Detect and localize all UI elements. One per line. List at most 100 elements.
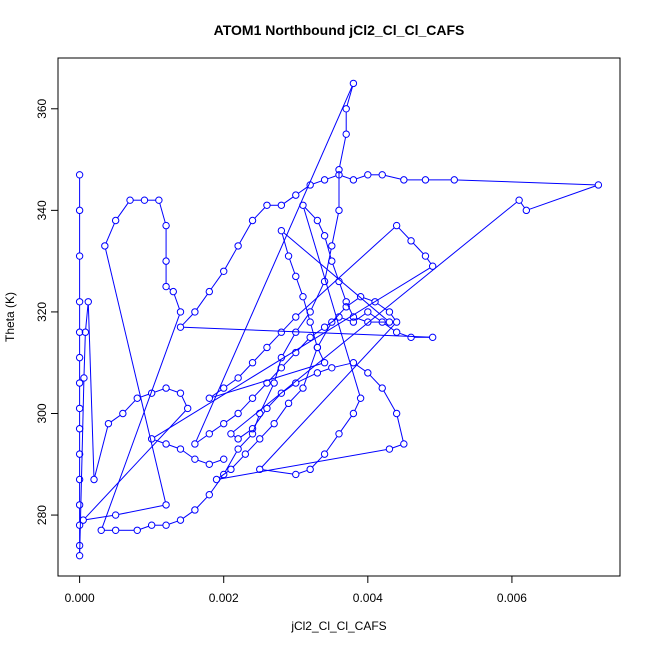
series-segment xyxy=(312,456,323,468)
series-segment xyxy=(140,525,149,530)
data-point xyxy=(342,298,350,306)
data-point xyxy=(407,333,415,342)
series-segment xyxy=(196,496,208,508)
data-point xyxy=(75,475,84,484)
data-point xyxy=(176,389,185,397)
series-segment xyxy=(274,360,281,381)
data-point xyxy=(364,171,372,179)
y-tick-label: 320 xyxy=(35,302,49,322)
data-point xyxy=(234,374,242,382)
data-point xyxy=(392,318,401,326)
series-segment xyxy=(239,400,251,412)
data-point xyxy=(450,176,458,184)
x-tick-label: 0.004 xyxy=(353,591,383,605)
data-point xyxy=(313,343,322,352)
series-segment xyxy=(105,248,166,502)
data-point xyxy=(133,394,141,402)
series-segment xyxy=(212,363,322,398)
series-segment xyxy=(168,520,178,525)
data-point xyxy=(299,384,307,392)
data-point xyxy=(155,196,163,204)
data-point xyxy=(335,166,343,174)
data-point xyxy=(205,394,214,402)
data-point xyxy=(385,308,394,316)
series-segment xyxy=(311,284,324,310)
series-segment xyxy=(268,395,280,407)
data-point xyxy=(256,409,264,418)
series-segment xyxy=(298,186,308,194)
data-point xyxy=(342,303,350,311)
series-segment xyxy=(326,318,337,326)
series-segment xyxy=(283,384,294,392)
data-point xyxy=(277,364,286,372)
data-point xyxy=(306,181,314,189)
plot-frame xyxy=(57,57,621,577)
series-segment xyxy=(332,263,339,279)
series-segment xyxy=(377,303,388,311)
data-point xyxy=(277,226,286,235)
series-segment xyxy=(298,469,308,474)
data-point xyxy=(126,196,134,204)
series-segment xyxy=(197,435,207,443)
data-point xyxy=(147,435,156,443)
data-point xyxy=(263,201,271,209)
data-point xyxy=(75,171,84,179)
data-point xyxy=(320,232,329,240)
data-point xyxy=(140,196,149,204)
series-segment xyxy=(254,207,266,219)
data-point xyxy=(371,298,379,306)
data-point xyxy=(162,521,170,529)
data-point xyxy=(364,318,372,326)
series-segment xyxy=(340,415,352,432)
series-segment xyxy=(327,175,337,180)
series-segment xyxy=(140,393,149,398)
data-point xyxy=(205,460,214,468)
data-point xyxy=(349,313,358,321)
data-point xyxy=(176,323,185,331)
series-segment xyxy=(355,313,366,321)
series-segment xyxy=(239,364,251,376)
data-point xyxy=(75,252,84,260)
data-point xyxy=(320,359,329,367)
data-point xyxy=(328,242,336,250)
data-point xyxy=(147,389,156,397)
series-segment xyxy=(339,284,346,299)
data-point xyxy=(277,389,286,397)
series-segment xyxy=(324,238,332,259)
data-point xyxy=(292,348,300,357)
series-segment xyxy=(426,258,432,264)
data-point xyxy=(407,237,415,245)
data-point xyxy=(428,333,437,342)
series-segment xyxy=(219,449,387,480)
series-segment xyxy=(181,395,187,406)
y-tick-label: 360 xyxy=(35,98,49,118)
data-point xyxy=(234,445,242,453)
series-segment xyxy=(226,379,236,387)
data-point xyxy=(162,501,170,509)
series-segment xyxy=(318,223,324,234)
data-point xyxy=(234,409,242,418)
series-segment xyxy=(224,451,237,472)
data-point xyxy=(111,526,120,534)
data-point xyxy=(75,541,84,550)
data-point xyxy=(284,252,293,260)
data-point xyxy=(392,328,401,336)
data-point xyxy=(191,455,199,463)
data-point xyxy=(220,455,228,463)
data-point xyxy=(284,399,293,408)
data-point xyxy=(356,394,365,402)
data-point xyxy=(191,308,199,316)
data-point xyxy=(176,516,185,524)
data-point xyxy=(101,242,109,250)
data-point xyxy=(97,526,105,534)
data-point xyxy=(335,313,343,321)
series-segment xyxy=(240,430,251,438)
data-point xyxy=(248,394,257,402)
data-point xyxy=(80,374,88,382)
data-point xyxy=(306,465,314,474)
series-segment xyxy=(254,349,266,361)
data-point xyxy=(234,435,242,443)
data-point xyxy=(306,333,314,342)
data-point xyxy=(320,277,329,286)
series-segment xyxy=(303,350,317,386)
